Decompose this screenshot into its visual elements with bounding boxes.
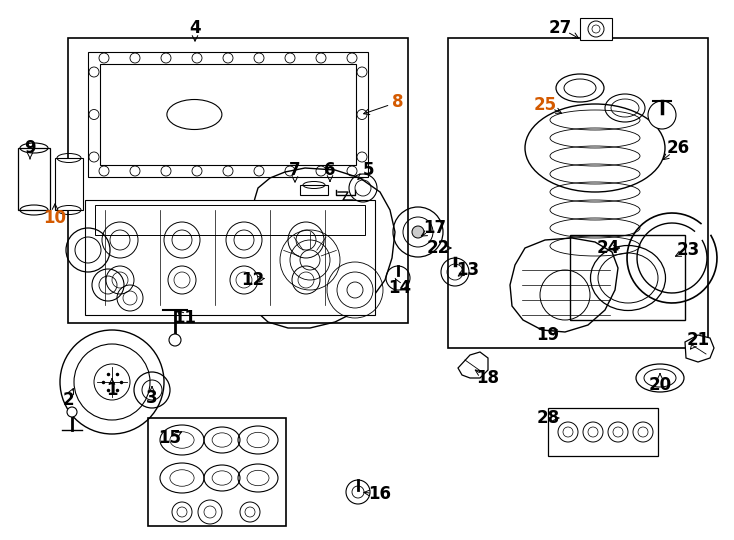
- Text: 2: 2: [62, 391, 74, 409]
- Text: 14: 14: [388, 279, 412, 297]
- Text: 15: 15: [159, 429, 181, 447]
- Bar: [548, 408, 658, 456]
- Text: 4: 4: [189, 19, 201, 37]
- Text: 28: 28: [537, 409, 559, 427]
- Bar: [95, 205, 365, 235]
- Bar: [68, 38, 408, 323]
- Text: 13: 13: [457, 261, 479, 279]
- Polygon shape: [85, 200, 375, 315]
- Text: 20: 20: [648, 376, 672, 394]
- Text: 27: 27: [548, 19, 572, 37]
- Text: 5: 5: [363, 161, 374, 179]
- Bar: [448, 38, 708, 348]
- Bar: [300, 185, 328, 195]
- Bar: [100, 64, 356, 165]
- Bar: [148, 418, 286, 526]
- Text: 1: 1: [106, 381, 117, 399]
- Text: 11: 11: [173, 309, 197, 327]
- Text: 17: 17: [424, 219, 446, 237]
- Text: 19: 19: [537, 326, 559, 344]
- Text: 22: 22: [426, 239, 450, 257]
- Bar: [55, 158, 83, 210]
- Bar: [88, 52, 368, 177]
- Bar: [570, 235, 685, 320]
- Text: 18: 18: [476, 369, 500, 387]
- Text: 6: 6: [324, 161, 335, 179]
- Polygon shape: [685, 335, 714, 362]
- Circle shape: [67, 407, 77, 417]
- Text: 9: 9: [24, 139, 36, 157]
- Text: 3: 3: [146, 389, 158, 407]
- Text: 21: 21: [686, 331, 710, 349]
- Circle shape: [412, 226, 424, 238]
- Text: 12: 12: [241, 271, 264, 289]
- Text: 10: 10: [43, 209, 67, 227]
- Polygon shape: [245, 168, 395, 328]
- Text: 26: 26: [666, 139, 689, 157]
- Text: 7: 7: [289, 161, 301, 179]
- Circle shape: [648, 101, 676, 129]
- Polygon shape: [510, 238, 618, 332]
- Text: 25: 25: [534, 96, 556, 114]
- Circle shape: [169, 334, 181, 346]
- Text: 23: 23: [676, 241, 700, 259]
- Bar: [580, 18, 612, 40]
- Polygon shape: [458, 352, 488, 378]
- Text: 24: 24: [596, 239, 619, 257]
- Bar: [18, 148, 50, 210]
- Text: 8: 8: [392, 93, 404, 111]
- Text: 16: 16: [368, 485, 391, 503]
